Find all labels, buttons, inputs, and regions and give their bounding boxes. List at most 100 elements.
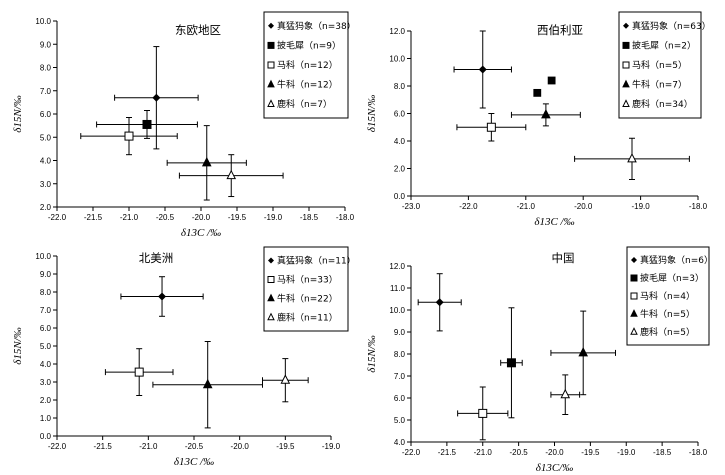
legend-label: 真猛犸象（n=11） — [277, 255, 356, 267]
legend-marker — [268, 22, 274, 29]
x-tick-label: -20.0 — [231, 442, 250, 451]
legend-label: 鹿科（n=7） — [277, 98, 332, 110]
data-point — [152, 93, 161, 102]
legend-label: 牛科（n=7） — [632, 79, 687, 91]
legend-label: 真猛犸象（n=63） — [632, 20, 711, 32]
y-tick-label: 0.0 — [394, 192, 406, 201]
y-tick-label: 4.0 — [40, 360, 52, 369]
x-tick-label: -18.0 — [689, 448, 708, 457]
legend: 真猛犸象（n=38） 披毛犀（n=9） 马科（n=12） 牛科（n=12） 鹿科（n=7… — [263, 11, 356, 119]
legend-label: 牛科（n=5） — [640, 308, 695, 320]
y-tick-label: 12.0 — [389, 27, 405, 36]
x-axis-title: δ13C /‰ — [534, 216, 574, 228]
legend-box — [263, 246, 349, 332]
y-tick-label: 2.0 — [40, 203, 52, 212]
legend-label: 披毛犀（n=9） — [277, 39, 341, 51]
legend-label: 真猛犸象（n=6） — [640, 254, 713, 266]
panel-title: 中国 — [552, 251, 575, 265]
legend-marker — [267, 79, 275, 88]
y-tick-label: 4.0 — [40, 157, 52, 166]
x-tick-label: -20.5 — [510, 448, 529, 457]
legend-marker — [622, 61, 630, 69]
y-tick-label: 8.0 — [40, 64, 52, 73]
y-tick-label: 8.0 — [394, 82, 406, 91]
x-tick-label: -19.0 — [264, 213, 283, 222]
x-tick-label: -19.5 — [581, 448, 600, 457]
legend-marker — [630, 327, 638, 335]
legend-label: 马科（n=5） — [632, 59, 687, 71]
data-point — [533, 88, 542, 97]
series-open-square — [80, 116, 178, 156]
y-axis-title: δ15N/‰ — [366, 335, 378, 373]
y-tick-label: 4.0 — [394, 438, 406, 447]
panel-title: 西伯利亚 — [537, 23, 583, 37]
legend: 真猛犸象（n=11） 马科（n=33） 牛科（n=22） 鹿科（n=11） — [263, 246, 356, 332]
x-tick-label: -22.0 — [402, 448, 421, 457]
y-tick-label: 8.0 — [394, 350, 406, 359]
legend-marker — [630, 292, 638, 300]
series-open-triangle — [262, 358, 309, 403]
data-point — [280, 374, 291, 384]
legend-marker — [267, 293, 275, 302]
series-triangle — [510, 103, 581, 127]
legend-marker — [630, 309, 638, 317]
x-tick-label: -19.0 — [322, 442, 341, 451]
legend-marker — [630, 274, 638, 282]
x-tick-label: -20.5 — [185, 442, 204, 451]
legend-label: 披毛犀（n=2） — [632, 39, 696, 51]
x-tick-label: -20.5 — [156, 213, 175, 222]
x-tick-label: -21.0 — [120, 213, 139, 222]
series-open-triangle — [550, 374, 581, 415]
panel-title: 东欧地区 — [175, 23, 221, 37]
x-tick-label: -22.0 — [48, 213, 67, 222]
chart-panel-4: 4.0 5.0 6.0 7.0 8.0 9.0 10.0 11.0 12.0 -22.0 -21.5… — [366, 246, 713, 474]
y-tick-label: 2.0 — [40, 396, 52, 405]
x-tick-label: -21.0 — [139, 442, 158, 451]
data-point — [478, 65, 487, 74]
legend-box — [626, 246, 710, 346]
series-diamond — [114, 46, 199, 150]
legend-label: 鹿科（n=11） — [277, 312, 338, 324]
x-tick-label: -18.0 — [336, 213, 355, 222]
legend-marker — [631, 257, 637, 263]
y-tick-label: 9.0 — [40, 40, 52, 49]
legend-marker — [267, 61, 275, 69]
y-tick-label: 5.0 — [40, 133, 52, 142]
y-tick-label: 10.0 — [35, 252, 51, 261]
y-tick-label: 9.0 — [40, 270, 52, 279]
y-tick-label: 3.0 — [40, 180, 52, 189]
series-open-square — [457, 386, 509, 441]
y-tick-label: 10.0 — [35, 17, 51, 26]
legend: 真猛犸象（n=63） 披毛犀（n=2） 马科（n=5） 牛科（n=7） 鹿科（n=34） — [618, 11, 711, 119]
y-tick-label: 5.0 — [40, 342, 52, 351]
y-tick-label: 6.0 — [40, 110, 52, 119]
x-tick-label: -20.0 — [545, 448, 564, 457]
series-triangle — [152, 341, 263, 429]
data-point — [560, 388, 571, 399]
series-triangle — [166, 125, 247, 201]
y-tick-label: 7.0 — [40, 87, 52, 96]
legend-marker — [267, 99, 275, 107]
panel-title: 北美洲 — [139, 251, 174, 265]
x-tick-label: -20.0 — [192, 213, 211, 222]
legend-marker — [267, 276, 275, 283]
legend-label: 鹿科（n=34） — [632, 98, 693, 110]
chart-panel-3: 0.0 1.0 2.0 3.0 4.0 5.0 6.0 7.0 8.0 9.0 10.0 -22.0 -… — [12, 246, 356, 468]
legend-box — [618, 11, 702, 119]
x-tick-label: -19.0 — [631, 202, 650, 211]
legend-marker — [267, 41, 275, 49]
x-tick-label: -19.5 — [228, 213, 247, 222]
x-tick-label: -19.0 — [617, 448, 636, 457]
x-tick-label: -22.0 — [48, 442, 67, 451]
legend-label: 真猛犸象（n=38） — [277, 20, 356, 32]
y-tick-label: 1.0 — [40, 414, 52, 423]
data-point — [226, 169, 237, 180]
series-open-square — [456, 113, 527, 142]
data-point — [547, 76, 556, 85]
series-open-triangle — [574, 137, 690, 180]
data-point — [201, 156, 212, 167]
series-diamond — [453, 30, 512, 109]
series-open-square — [104, 348, 174, 396]
y-axis-title: δ15N/‰ — [12, 95, 24, 133]
